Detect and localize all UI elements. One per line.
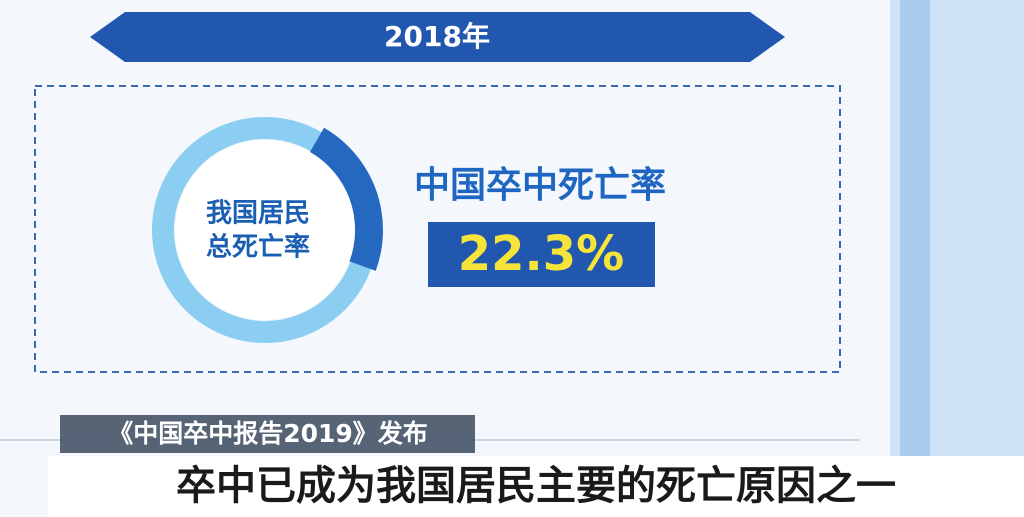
- dashed-frame: [34, 85, 841, 373]
- year-banner: [90, 12, 785, 62]
- ring-label: 总死亡率: [206, 232, 310, 263]
- side-stripe: [900, 0, 930, 517]
- ring-center: [175, 140, 355, 320]
- stat-box: [428, 222, 655, 287]
- ring-label: 我国居民: [206, 199, 310, 229]
- ring-chart: [152, 117, 383, 343]
- year: 2018年: [384, 20, 490, 53]
- ring-segment: [310, 127, 383, 271]
- headline-bar: [48, 456, 1024, 517]
- source-bar: [60, 415, 475, 453]
- headline: 卒中已成为我国居民主要的死亡原因之一: [176, 463, 896, 509]
- stat-title: 中国卒中死亡率: [414, 165, 666, 206]
- stat-value: 22.3%: [458, 226, 625, 282]
- source: 《中国卒中报告2019》发布: [108, 419, 428, 448]
